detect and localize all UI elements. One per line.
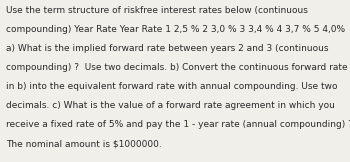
Text: receive a fixed rate of 5% and pay the 1 - year rate (annual compounding) ?: receive a fixed rate of 5% and pay the 1… bbox=[6, 120, 350, 129]
Text: The nominal amount is $1000000.: The nominal amount is $1000000. bbox=[6, 139, 162, 149]
Text: compounding) Year Rate Year Rate 1 2,5 % 2 3,0 % 3 3,4 % 4 3,7 % 5 4,0%: compounding) Year Rate Year Rate 1 2,5 %… bbox=[6, 25, 345, 34]
Text: compounding) ?  Use two decimals. b) Convert the continuous forward rate: compounding) ? Use two decimals. b) Conv… bbox=[6, 63, 348, 72]
Text: decimals. c) What is the value of a forward rate agreement in which you: decimals. c) What is the value of a forw… bbox=[6, 101, 335, 110]
Text: Use the term structure of riskfree interest rates below (continuous: Use the term structure of riskfree inter… bbox=[6, 6, 308, 15]
Text: a) What is the implied forward rate between years 2 and 3 (continuous: a) What is the implied forward rate betw… bbox=[6, 44, 329, 53]
Text: in b) into the equivalent forward rate with annual compounding. Use two: in b) into the equivalent forward rate w… bbox=[6, 82, 338, 91]
